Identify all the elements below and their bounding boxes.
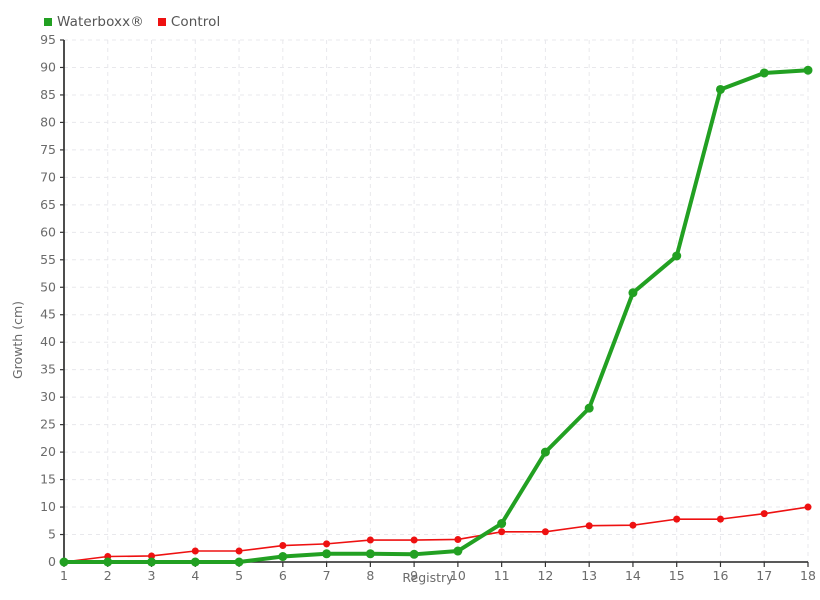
x-tick-label: 1 bbox=[60, 568, 68, 583]
data-point-marker[interactable] bbox=[409, 549, 419, 559]
data-point-marker[interactable] bbox=[497, 519, 507, 529]
data-point-marker[interactable] bbox=[803, 65, 813, 75]
data-point-marker[interactable] bbox=[541, 528, 549, 536]
data-point-marker[interactable] bbox=[365, 549, 375, 559]
legend-label-waterboxx: Waterboxx® bbox=[57, 14, 144, 30]
data-point-marker[interactable] bbox=[540, 447, 550, 457]
data-point-marker[interactable] bbox=[454, 535, 462, 543]
legend-label-control: Control bbox=[170, 14, 221, 30]
y-tick-label: 0 bbox=[48, 554, 56, 569]
data-point-marker[interactable] bbox=[804, 503, 812, 511]
x-tick-label: 4 bbox=[191, 568, 199, 583]
data-point-marker[interactable] bbox=[279, 542, 287, 550]
data-point-marker[interactable] bbox=[190, 557, 200, 567]
series-waterboxx bbox=[59, 65, 813, 567]
y-tick-label: 10 bbox=[40, 499, 56, 514]
data-point-marker[interactable] bbox=[629, 521, 637, 529]
series-line bbox=[63, 506, 809, 563]
y-tick-label: 50 bbox=[40, 279, 56, 294]
data-point-marker[interactable] bbox=[366, 536, 374, 544]
data-point-marker[interactable] bbox=[585, 522, 593, 530]
grid-lines bbox=[63, 39, 809, 563]
data-point-marker[interactable] bbox=[498, 528, 506, 536]
data-point-marker[interactable] bbox=[715, 84, 725, 94]
data-point-marker[interactable] bbox=[147, 557, 157, 567]
x-tick-label: 3 bbox=[148, 568, 156, 583]
y-tick-label: 80 bbox=[40, 114, 56, 129]
y-tick-label: 35 bbox=[40, 362, 56, 377]
legend-swatch-control bbox=[157, 18, 166, 26]
x-tick-label: 9 bbox=[410, 568, 418, 583]
y-tick-label: 55 bbox=[40, 252, 56, 267]
data-point-marker[interactable] bbox=[628, 288, 638, 298]
data-point-marker[interactable] bbox=[453, 546, 463, 556]
x-tick-label: 5 bbox=[235, 568, 243, 583]
x-tick-label: 10 bbox=[450, 568, 466, 583]
x-tick-label: 18 bbox=[800, 568, 816, 583]
legend-item-control[interactable]: Control bbox=[157, 14, 221, 30]
data-point-marker[interactable] bbox=[760, 510, 768, 518]
x-axis-ticks: 1 2 3 4 5 6 7 8 9 10 11 12 13 14 15 16 17 18 bbox=[60, 562, 816, 583]
x-tick-label: 7 bbox=[323, 568, 331, 583]
data-point-marker[interactable] bbox=[673, 515, 681, 523]
data-point-marker[interactable] bbox=[235, 547, 243, 555]
data-point-marker[interactable] bbox=[322, 549, 332, 559]
y-tick-label: 75 bbox=[40, 142, 56, 157]
y-tick-label: 45 bbox=[40, 307, 56, 322]
y-axis-ticks: 0 5 10 15 20 25 30 35 40 45 50 55 60 65 70 75 80 85 90 95 bbox=[40, 32, 64, 569]
x-tick-label: 16 bbox=[713, 568, 729, 583]
data-point-marker[interactable] bbox=[716, 515, 724, 523]
x-tick-label: 14 bbox=[625, 568, 641, 583]
data-point-marker[interactable] bbox=[410, 536, 418, 544]
data-point-marker[interactable] bbox=[234, 557, 244, 567]
y-tick-label: 70 bbox=[40, 169, 56, 184]
y-tick-label: 90 bbox=[40, 59, 56, 74]
x-tick-label: 6 bbox=[279, 568, 287, 583]
y-tick-label: 40 bbox=[40, 334, 56, 349]
y-tick-label: 95 bbox=[40, 32, 56, 47]
y-tick-label: 85 bbox=[40, 87, 56, 102]
y-tick-label: 60 bbox=[40, 224, 56, 239]
x-tick-label: 15 bbox=[669, 568, 685, 583]
data-point-marker[interactable] bbox=[59, 557, 69, 567]
y-tick-label: 20 bbox=[40, 444, 56, 459]
series-line bbox=[62, 68, 810, 564]
y-tick-label: 5 bbox=[48, 527, 56, 542]
y-tick-label: 15 bbox=[40, 472, 56, 487]
x-tick-label: 13 bbox=[581, 568, 597, 583]
legend-swatch-waterboxx bbox=[44, 18, 52, 26]
data-point-marker[interactable] bbox=[584, 403, 594, 413]
data-point-marker[interactable] bbox=[278, 552, 288, 562]
x-tick-label: 12 bbox=[537, 568, 553, 583]
y-tick-label: 65 bbox=[40, 197, 56, 212]
chart-legend: Waterboxx® Control bbox=[44, 10, 220, 34]
data-point-marker[interactable] bbox=[148, 552, 156, 560]
y-tick-label: 30 bbox=[40, 389, 56, 404]
data-point-marker[interactable] bbox=[759, 68, 769, 78]
data-point-marker[interactable] bbox=[672, 251, 682, 261]
legend-item-waterboxx[interactable]: Waterboxx® bbox=[44, 14, 144, 30]
data-point-marker[interactable] bbox=[323, 540, 331, 548]
x-tick-label: 2 bbox=[104, 568, 112, 583]
axis-lines bbox=[63, 40, 808, 563]
data-point-marker[interactable] bbox=[103, 557, 113, 567]
x-tick-label: 11 bbox=[494, 568, 510, 583]
data-point-marker[interactable] bbox=[191, 547, 199, 555]
x-axis-title: Registry bbox=[402, 570, 454, 585]
x-tick-label: 17 bbox=[756, 568, 772, 583]
data-series bbox=[59, 65, 813, 567]
y-axis-title: Growth (cm) bbox=[10, 301, 25, 379]
y-tick-label: 25 bbox=[40, 417, 56, 432]
x-tick-label: 8 bbox=[366, 568, 374, 583]
